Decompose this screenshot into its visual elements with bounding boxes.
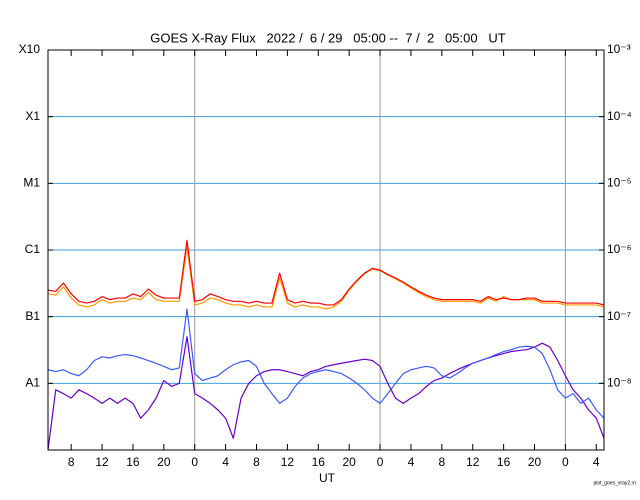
x-axis-label: UT [319,471,336,485]
x-tick-label: 8 [68,455,75,469]
axes: X10 X1 M1 C1 B1 A1 10⁻³ 10⁻⁴ 10⁻⁵ 10⁻⁶ 10⁻⁷ 10⁻⁸ 8 12… [19,42,632,469]
y-tick-label: A1 [25,376,40,390]
x-tick-label: 16 [312,455,326,469]
series-line [47,336,605,451]
y2-tick-label: 10⁻³ [607,42,631,56]
x-tick-label: 20 [342,455,356,469]
y-tick-label: B1 [25,309,40,323]
y2-tick-label: 10⁻⁵ [607,176,632,190]
y2-tick-label: 10⁻⁸ [607,376,632,390]
x-tick-label: 12 [281,455,295,469]
x-tick-label: 4 [222,455,229,469]
y-tick-label: X10 [19,42,41,56]
x-tick-label: 12 [95,455,109,469]
x-tick-label: 0 [191,455,198,469]
x-tick-label: 12 [466,455,480,469]
grid [48,49,604,450]
chart-title: GOES X-Ray Flux 2022 / 6 / 29 05:00 -- 7… [150,30,506,45]
x-tick-label: 4 [408,455,415,469]
y-tick-label: M1 [23,176,40,190]
x-tick-label: 0 [377,455,384,469]
y2-tick-label: 10⁻⁷ [607,309,631,323]
y-tick-label: C1 [25,242,41,256]
plot-lines [47,239,605,451]
x-tick-label: 8 [253,455,260,469]
x-tick-label: 20 [528,455,542,469]
y2-tick-label: 10⁻⁶ [607,242,632,256]
x-tick-label: 8 [438,455,445,469]
x-tick-label: 4 [593,455,600,469]
x-tick-label: 16 [497,455,511,469]
footnote: plot_goes_xray2.rn [593,480,636,486]
series-line [47,239,605,306]
y2-tick-label: 10⁻⁴ [607,109,632,123]
series-line [47,308,605,419]
y-tick-label: X1 [25,109,40,123]
x-tick-label: 0 [562,455,569,469]
x-tick-label: 20 [157,455,171,469]
x-tick-label: 16 [126,455,140,469]
